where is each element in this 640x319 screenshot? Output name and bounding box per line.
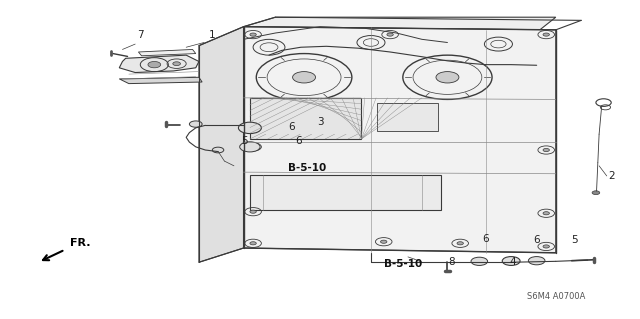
Circle shape xyxy=(250,210,256,213)
Text: 7: 7 xyxy=(137,30,143,40)
Text: 6: 6 xyxy=(483,234,489,244)
Circle shape xyxy=(240,142,260,152)
Circle shape xyxy=(387,33,394,36)
Circle shape xyxy=(543,148,549,152)
Text: 5: 5 xyxy=(572,235,578,245)
Polygon shape xyxy=(119,77,202,84)
Text: 6: 6 xyxy=(295,136,301,145)
Text: B-5-10: B-5-10 xyxy=(288,163,326,173)
Circle shape xyxy=(381,240,387,243)
Circle shape xyxy=(239,122,261,134)
Circle shape xyxy=(436,71,459,83)
Text: 6: 6 xyxy=(533,235,540,245)
Text: 2: 2 xyxy=(609,171,615,181)
Text: 5: 5 xyxy=(241,136,248,146)
Circle shape xyxy=(457,242,463,245)
Circle shape xyxy=(250,242,256,245)
Polygon shape xyxy=(244,17,556,30)
Circle shape xyxy=(212,147,224,153)
Circle shape xyxy=(543,212,549,215)
Circle shape xyxy=(502,256,520,265)
Bar xyxy=(250,175,441,210)
Text: 8: 8 xyxy=(448,257,454,267)
Bar xyxy=(250,98,362,139)
Circle shape xyxy=(529,256,545,265)
Text: B-5-10: B-5-10 xyxy=(384,259,422,270)
Circle shape xyxy=(292,71,316,83)
Circle shape xyxy=(173,62,180,66)
Polygon shape xyxy=(138,49,196,56)
Text: FR.: FR. xyxy=(70,238,91,248)
Text: S6M4 A0700A: S6M4 A0700A xyxy=(527,292,585,300)
Circle shape xyxy=(543,245,549,248)
Polygon shape xyxy=(244,27,556,253)
Circle shape xyxy=(250,145,256,148)
Circle shape xyxy=(543,33,549,36)
Circle shape xyxy=(250,33,256,36)
Circle shape xyxy=(189,121,202,127)
Text: 6: 6 xyxy=(288,122,294,132)
Circle shape xyxy=(148,62,161,68)
Polygon shape xyxy=(119,55,199,72)
Text: 1: 1 xyxy=(209,30,215,40)
Bar xyxy=(378,103,438,131)
Circle shape xyxy=(471,257,488,265)
Circle shape xyxy=(592,191,600,195)
Text: 4: 4 xyxy=(509,257,516,267)
Polygon shape xyxy=(199,27,244,262)
Text: 3: 3 xyxy=(317,116,323,127)
